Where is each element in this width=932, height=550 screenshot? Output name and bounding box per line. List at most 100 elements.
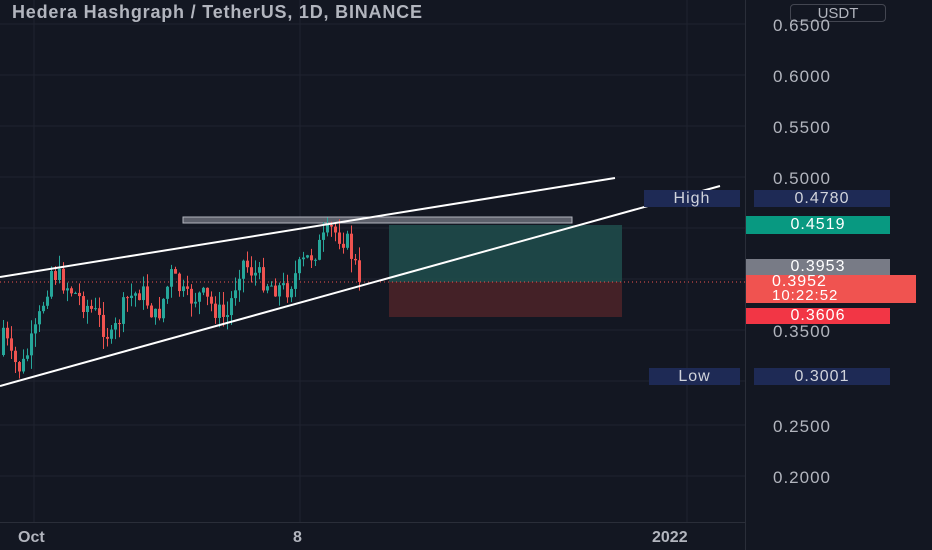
time-label-oct: Oct (18, 529, 45, 546)
candle-body (294, 273, 297, 289)
candle-body (330, 224, 333, 227)
candle-body (286, 283, 289, 298)
candle-body (346, 233, 349, 248)
time-label-8: 8 (293, 529, 302, 546)
candle-body (258, 267, 261, 273)
candle-body (274, 285, 277, 297)
candle-body (290, 288, 293, 298)
last-price-value: 0.3952 (772, 273, 827, 290)
price-axis[interactable] (745, 0, 932, 550)
target-zone[interactable] (389, 225, 622, 282)
candle-body (254, 272, 257, 276)
candle-body (78, 292, 81, 297)
candle-body (154, 308, 157, 318)
axis-price-label: 0.2500 (773, 417, 831, 436)
candle-body (242, 260, 245, 279)
candle-body (22, 358, 25, 372)
take-profit-tag: 0.4519 (746, 216, 890, 234)
candle-body (202, 287, 205, 293)
candle-body (102, 314, 105, 337)
candle-body (146, 286, 149, 306)
candle-body (226, 315, 229, 317)
candle-body (62, 268, 65, 291)
stop-zone[interactable] (389, 282, 622, 317)
price-chart[interactable] (0, 0, 745, 522)
stop-loss-tag: 0.3606 (746, 308, 890, 324)
candle-body (318, 239, 321, 260)
symbol-title[interactable]: Hedera Hashgraph / TetherUS, 1D, BINANCE (12, 2, 423, 22)
candle-body (134, 293, 137, 296)
candle-body (2, 327, 5, 355)
candle-body (138, 293, 141, 301)
candle-body (162, 298, 165, 319)
time-axis[interactable] (0, 522, 745, 550)
axis-price-label: 0.5000 (773, 169, 831, 188)
candle-body (306, 255, 309, 258)
candle-body (86, 305, 89, 313)
candle-body (234, 290, 237, 299)
candle-body (18, 362, 21, 372)
low-label: Low (649, 368, 740, 385)
candle-body (174, 269, 177, 274)
candle-body (310, 255, 313, 261)
candle-body (10, 338, 13, 351)
candle-body (38, 311, 41, 325)
candle-body (206, 287, 209, 297)
candle-body (54, 271, 57, 281)
low-value-tag: 0.3001 (754, 368, 890, 385)
currency-selector[interactable]: USDT (790, 4, 886, 22)
prev-close-tag: 0.3953 (746, 259, 890, 275)
candle-body (158, 308, 161, 319)
candle-body (190, 288, 193, 304)
candle-body (338, 232, 341, 244)
candle-body (182, 286, 185, 292)
resistance-zone[interactable] (182, 216, 573, 224)
candle-body (126, 297, 129, 299)
chart-grid (0, 0, 745, 522)
candles-group (2, 217, 361, 379)
upper-trendline[interactable] (0, 177, 616, 278)
axis-price-label: 0.3500 (773, 322, 831, 341)
candle-body (50, 271, 53, 297)
candle-body (122, 297, 125, 324)
candle-body (350, 233, 353, 259)
candle-body (42, 305, 45, 312)
candle-body (210, 296, 213, 304)
candle-body (262, 267, 265, 291)
candle-body (90, 305, 93, 309)
bar-countdown: 10:22:52 (772, 287, 839, 304)
candle-body (214, 303, 217, 318)
candle-body (354, 258, 357, 261)
candle-body (6, 327, 9, 339)
candle-body (118, 323, 121, 325)
high-value-tag: 0.4780 (754, 190, 890, 207)
candle-body (334, 226, 337, 233)
candle-body (30, 333, 33, 356)
candle-body (326, 224, 329, 233)
candle-body (186, 286, 189, 289)
axis-price-label: 0.6500 (773, 16, 831, 35)
candle-body (94, 308, 97, 310)
candle-body (246, 260, 249, 268)
candle-body (342, 243, 345, 248)
axis-price-label: 0.5500 (773, 118, 831, 137)
high-label: High (644, 190, 740, 207)
candle-body (194, 301, 197, 304)
candle-body (34, 324, 37, 334)
chart-canvas[interactable] (0, 0, 745, 522)
time-label-year: 2022 (652, 529, 688, 546)
candle-body (266, 286, 269, 291)
candle-body (46, 296, 49, 306)
candle-body (74, 292, 77, 294)
candle-body (14, 350, 17, 363)
candle-body (150, 305, 153, 318)
candle-body (82, 296, 85, 313)
candle-body (298, 259, 301, 274)
lower-trendline[interactable] (0, 185, 721, 387)
candle-body (130, 295, 133, 299)
candle-body (278, 285, 281, 297)
candle-body (114, 323, 117, 330)
candle-body (166, 286, 169, 299)
candle-body (110, 329, 113, 339)
candle-body (26, 355, 29, 359)
